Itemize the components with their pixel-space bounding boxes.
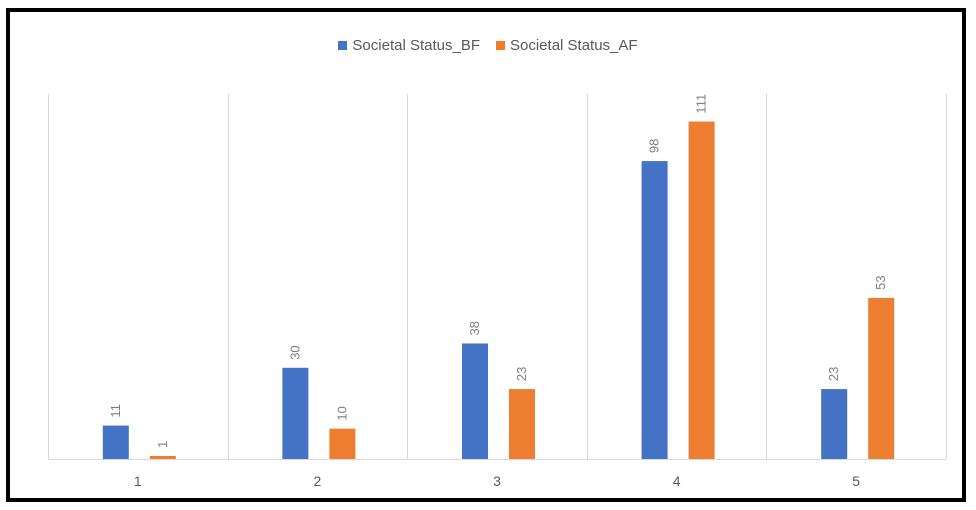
bar-af [329, 428, 356, 459]
bar-af [509, 389, 535, 459]
bar-bf [462, 343, 488, 459]
data-label: 30 [287, 345, 302, 359]
chart-legend: Societal Status_BF Societal Status_AF [0, 37, 976, 54]
x-tick-label: 2 [314, 473, 322, 489]
x-tick-label: 3 [493, 473, 501, 489]
data-label: 111 [694, 94, 709, 114]
bar-bf [282, 367, 309, 459]
legend-item-bf: Societal Status_BF [338, 37, 480, 54]
x-tick-label: 5 [852, 473, 860, 489]
data-label: 38 [467, 321, 482, 335]
data-label: 10 [334, 406, 349, 420]
bar-bf [102, 425, 129, 459]
legend-swatch-bf [338, 41, 348, 50]
data-label: 1 [155, 441, 170, 448]
data-label: 53 [873, 275, 888, 289]
bar-bf [821, 389, 848, 459]
legend-item-af: Societal Status_AF [496, 37, 638, 54]
bar-af [688, 121, 715, 459]
data-label: 98 [647, 139, 662, 153]
data-label: 11 [108, 404, 123, 418]
data-label: 23 [514, 367, 529, 381]
bar-af [149, 455, 176, 459]
x-tick-label: 1 [134, 473, 142, 489]
x-tick-label: 4 [673, 473, 681, 489]
bar-bf [641, 161, 668, 459]
legend-label-af: Societal Status_AF [510, 37, 638, 54]
legend-swatch-af [496, 41, 505, 50]
bar-af [868, 297, 895, 459]
legend-label-bf: Societal Status_BF [352, 37, 480, 54]
data-label: 23 [826, 367, 841, 381]
